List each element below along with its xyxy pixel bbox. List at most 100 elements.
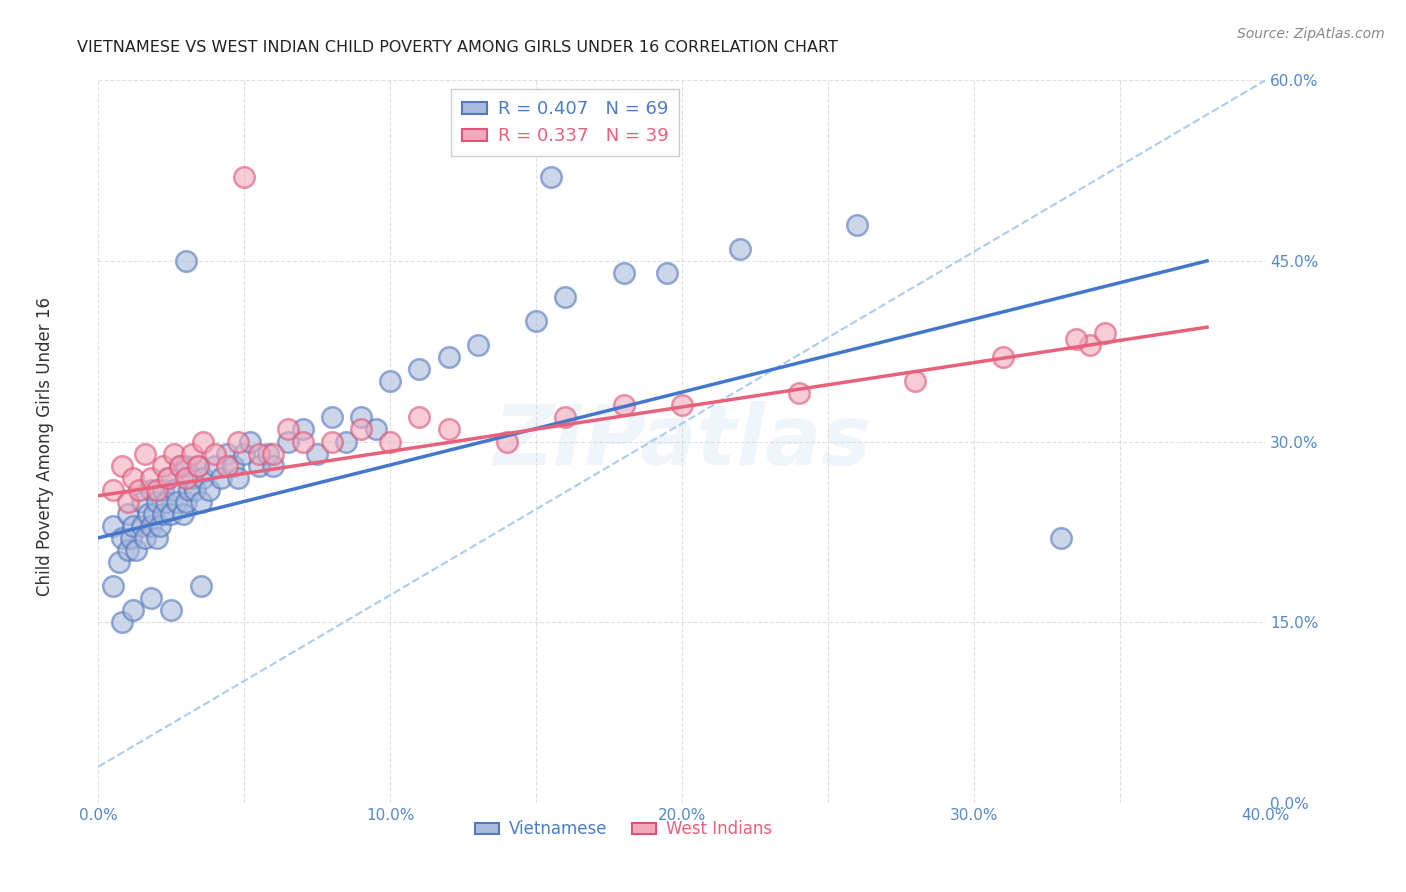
- Point: [122, 518, 145, 533]
- Point: [174, 494, 197, 508]
- Point: [146, 531, 169, 545]
- Point: [277, 422, 299, 436]
- Point: [174, 470, 197, 484]
- Point: [380, 434, 402, 449]
- Point: [193, 470, 215, 484]
- Point: [467, 338, 489, 352]
- Point: [408, 362, 430, 376]
- Point: [233, 446, 256, 460]
- Point: [612, 398, 634, 412]
- Point: [108, 555, 131, 569]
- Point: [122, 603, 145, 617]
- Point: [215, 458, 238, 473]
- Point: [496, 434, 519, 449]
- Point: [262, 458, 284, 473]
- Point: [657, 266, 679, 280]
- Point: [408, 410, 430, 425]
- Point: [169, 458, 191, 473]
- Point: [198, 483, 221, 497]
- Point: [321, 410, 343, 425]
- Point: [233, 169, 256, 184]
- Point: [247, 446, 270, 460]
- Point: [139, 591, 162, 605]
- Point: [307, 446, 329, 460]
- Point: [174, 253, 197, 268]
- Point: [540, 169, 562, 184]
- Point: [239, 434, 262, 449]
- Point: [157, 470, 180, 484]
- Point: [335, 434, 357, 449]
- Point: [139, 483, 162, 497]
- Point: [215, 446, 238, 460]
- Point: [117, 507, 139, 521]
- Text: VIETNAMESE VS WEST INDIAN CHILD POVERTY AMONG GIRLS UNDER 16 CORRELATION CHART: VIETNAMESE VS WEST INDIAN CHILD POVERTY …: [77, 40, 838, 55]
- Point: [111, 531, 134, 545]
- Point: [101, 483, 124, 497]
- Point: [221, 458, 243, 473]
- Point: [128, 483, 150, 497]
- Point: [139, 518, 162, 533]
- Point: [177, 483, 200, 497]
- Point: [163, 446, 186, 460]
- Point: [1064, 332, 1087, 346]
- Point: [554, 290, 576, 304]
- Point: [163, 483, 186, 497]
- Point: [190, 494, 212, 508]
- Legend: Vietnamese, West Indians: Vietnamese, West Indians: [468, 814, 779, 845]
- Point: [350, 422, 373, 436]
- Point: [247, 458, 270, 473]
- Point: [321, 434, 343, 449]
- Point: [262, 446, 284, 460]
- Point: [350, 410, 373, 425]
- Point: [904, 374, 927, 388]
- Point: [101, 579, 124, 593]
- Point: [117, 542, 139, 557]
- Point: [612, 266, 634, 280]
- Point: [146, 494, 169, 508]
- Point: [139, 470, 162, 484]
- Text: Source: ZipAtlas.com: Source: ZipAtlas.com: [1237, 27, 1385, 41]
- Point: [380, 374, 402, 388]
- Point: [277, 434, 299, 449]
- Text: Child Poverty Among Girls Under 16: Child Poverty Among Girls Under 16: [37, 296, 53, 596]
- Point: [134, 531, 156, 545]
- Point: [437, 422, 460, 436]
- Point: [111, 615, 134, 630]
- Point: [111, 458, 134, 473]
- Point: [256, 446, 278, 460]
- Point: [228, 470, 250, 484]
- Point: [120, 531, 142, 545]
- Point: [131, 494, 153, 508]
- Point: [172, 507, 194, 521]
- Point: [187, 458, 209, 473]
- Point: [117, 494, 139, 508]
- Point: [146, 483, 169, 497]
- Point: [730, 242, 752, 256]
- Point: [209, 470, 232, 484]
- Point: [152, 483, 174, 497]
- Point: [149, 518, 172, 533]
- Point: [125, 542, 148, 557]
- Point: [122, 470, 145, 484]
- Point: [187, 458, 209, 473]
- Point: [157, 470, 180, 484]
- Point: [136, 507, 159, 521]
- Point: [554, 410, 576, 425]
- Point: [204, 458, 226, 473]
- Point: [364, 422, 387, 436]
- Point: [142, 507, 165, 521]
- Point: [1094, 326, 1116, 340]
- Point: [160, 603, 183, 617]
- Point: [291, 434, 314, 449]
- Point: [787, 386, 810, 401]
- Point: [846, 218, 869, 232]
- Point: [437, 350, 460, 364]
- Point: [671, 398, 693, 412]
- Point: [193, 434, 215, 449]
- Point: [152, 458, 174, 473]
- Point: [524, 314, 547, 328]
- Point: [155, 494, 177, 508]
- Point: [228, 434, 250, 449]
- Text: ZIPatlas: ZIPatlas: [494, 401, 870, 482]
- Point: [131, 518, 153, 533]
